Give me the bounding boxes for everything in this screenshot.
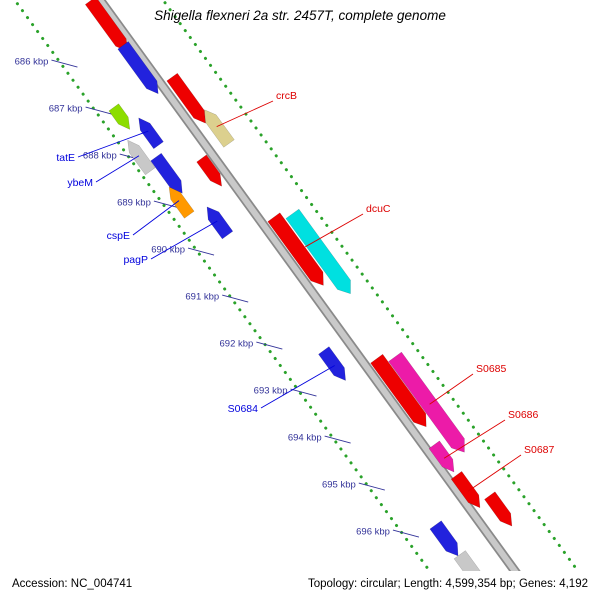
tick-label-696: 696 kbp bbox=[356, 527, 390, 538]
tick-label-689: 689 kbp bbox=[117, 198, 151, 209]
label-leader-S0687 bbox=[467, 454, 522, 492]
strand-guide-dotted-line-right bbox=[161, 0, 580, 571]
label-leader-dcuC bbox=[305, 213, 364, 248]
tick-leader-line-693 bbox=[290, 388, 317, 397]
status-bar: Accession: NC_004741 Topology: circular;… bbox=[0, 571, 600, 600]
gene-label-S0685[interactable]: S0685 bbox=[476, 363, 507, 375]
gene-arrow-g1[interactable] bbox=[117, 41, 159, 95]
tick-label-695: 695 kbp bbox=[322, 480, 356, 491]
gene-arrow-g18[interactable] bbox=[484, 491, 513, 527]
strand-guide-dotted-line-left bbox=[12, 0, 432, 571]
label-leader-pagP bbox=[150, 220, 218, 260]
genome-summary-text: Topology: circular; Length: 4,599,354 bp… bbox=[307, 578, 588, 590]
tick-leader-line-691 bbox=[222, 294, 249, 303]
gene-label-S0687[interactable]: S0687 bbox=[524, 444, 555, 456]
tick-leader-line-695 bbox=[358, 482, 385, 491]
tick-label-694: 694 kbp bbox=[288, 433, 322, 444]
tick-leader-line-687 bbox=[85, 106, 112, 115]
gene-arrow-cspE[interactable] bbox=[168, 186, 195, 219]
gene-arrow-S0687[interactable] bbox=[450, 471, 481, 509]
gene-label-cspE[interactable]: cspE bbox=[107, 230, 130, 242]
gene-arrow-g19[interactable] bbox=[429, 520, 459, 557]
label-leader-cspE bbox=[132, 200, 180, 236]
gene-arrow-S0684[interactable] bbox=[318, 346, 346, 381]
gene-label-S0686[interactable]: S0686 bbox=[508, 409, 539, 421]
gene-label-dcuC[interactable]: dcuC bbox=[366, 203, 391, 215]
gene-arrow-S0686[interactable] bbox=[428, 440, 455, 473]
tick-leader-line-694 bbox=[324, 435, 351, 444]
gene-arrow-dcuC[interactable] bbox=[267, 212, 324, 286]
gene-arrow-g2[interactable] bbox=[166, 72, 206, 124]
gene-label-crcB[interactable]: crcB bbox=[276, 90, 297, 102]
map-title: Shigella flexneri 2a str. 2457T, complet… bbox=[154, 8, 446, 23]
gene-label-S0684[interactable]: S0684 bbox=[228, 403, 259, 415]
tick-leader-line-689 bbox=[153, 200, 181, 209]
gene-label-ybeM[interactable]: ybeM bbox=[67, 177, 93, 189]
gene-arrow-g12[interactable] bbox=[285, 208, 351, 295]
accession-text: Accession: NC_004741 bbox=[12, 578, 133, 590]
tick-leader-line-690 bbox=[187, 247, 215, 256]
gene-arrow-g8[interactable] bbox=[196, 154, 223, 187]
tick-label-688: 688 kbp bbox=[83, 151, 117, 162]
label-leader-ybeM bbox=[95, 155, 140, 183]
label-leader-crcB bbox=[216, 100, 274, 128]
gene-label-pagP[interactable]: pagP bbox=[123, 254, 148, 266]
gene-arrow-g3[interactable] bbox=[108, 103, 131, 130]
tick-leader-line-696 bbox=[392, 529, 420, 538]
gene-arrow-pagP[interactable] bbox=[206, 206, 234, 240]
gene-arrow-g20[interactable] bbox=[453, 550, 483, 571]
tick-label-687: 687 kbp bbox=[49, 104, 83, 115]
label-leader-S0684 bbox=[260, 365, 335, 409]
gene-label-tatE[interactable]: tatE bbox=[56, 152, 75, 164]
tick-leader-line-686 bbox=[51, 59, 78, 68]
genome-axis bbox=[96, 0, 519, 571]
gene-arrow-ybeM[interactable] bbox=[127, 139, 156, 176]
tick-label-691: 691 kbp bbox=[185, 292, 219, 303]
tick-label-692: 692 kbp bbox=[220, 339, 254, 350]
gene-arrow-g14[interactable] bbox=[370, 353, 427, 428]
tick-label-693: 693 kbp bbox=[254, 386, 288, 397]
tick-label-686: 686 kbp bbox=[15, 57, 49, 68]
tick-label-690: 690 kbp bbox=[151, 245, 185, 256]
gene-arrow-g6[interactable] bbox=[150, 152, 183, 194]
genome-map-canvas: 686 kbp 687 kbp 688 kbp 689 kbp 690 kbp 691 k… bbox=[12, 0, 580, 571]
label-leader-tatE bbox=[77, 130, 149, 158]
label-leader-S0685 bbox=[429, 373, 474, 405]
gene-arrow-crcB[interactable] bbox=[204, 109, 235, 148]
tick-leader-line-692 bbox=[256, 341, 283, 350]
label-leader-S0686 bbox=[443, 419, 506, 459]
